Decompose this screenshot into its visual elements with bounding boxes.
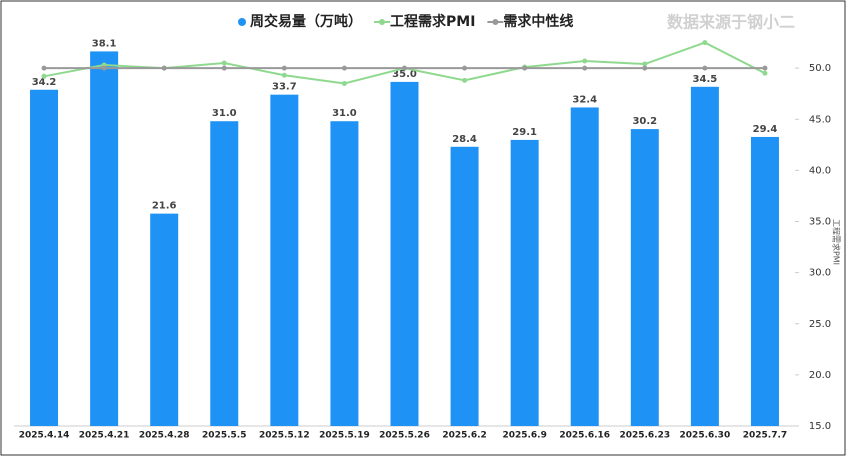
line-point [41, 73, 47, 79]
line-point [341, 65, 347, 71]
data-label: 33.7 [272, 82, 297, 93]
line-point [522, 65, 528, 71]
x-tick-label: 2025.6.23 [619, 431, 670, 441]
line-point [341, 80, 347, 86]
line-point [462, 77, 468, 83]
y2-tick-label: 40.0 [809, 165, 831, 176]
bar [450, 146, 479, 426]
legend-label: 工程需求PMI [390, 13, 475, 30]
y2-tick-label: 50.0 [809, 63, 831, 74]
y2-tick-label: 30.0 [809, 268, 831, 279]
line-point [101, 65, 107, 71]
data-label: 31.0 [212, 108, 237, 119]
x-tick-label: 2025.7.7 [743, 431, 787, 441]
y2-tick-label: 25.0 [809, 319, 831, 330]
legend-swatch [238, 18, 246, 26]
bar [150, 213, 179, 426]
y2-tick-label: 35.0 [809, 217, 831, 228]
bar [750, 136, 779, 426]
data-label: 34.2 [32, 77, 57, 88]
data-label: 30.2 [632, 116, 657, 127]
line-point [462, 65, 468, 71]
x-tick-label: 2025.6.2 [442, 431, 486, 441]
x-tick-label: 2025.6.30 [680, 431, 731, 441]
x-tick-label: 2025.5.12 [259, 431, 310, 441]
line-point [221, 65, 227, 71]
bar [690, 86, 719, 426]
bar [390, 81, 419, 427]
x-tick-label: 2025.5.26 [379, 431, 430, 441]
line-point [642, 61, 648, 67]
x-tick-label: 2025.6.9 [502, 431, 546, 441]
line-point [582, 58, 588, 64]
data-label: 28.4 [452, 134, 477, 145]
data-label: 21.6 [152, 201, 177, 212]
line-point [281, 65, 287, 71]
line-point [702, 65, 708, 71]
line-point [161, 65, 167, 71]
y2-tick-label: 20.0 [809, 370, 831, 381]
x-tick-label: 2025.5.19 [319, 431, 370, 441]
line-point [702, 40, 708, 46]
y2-tick-label: 45.0 [809, 114, 831, 125]
bar [630, 129, 659, 426]
line-point [762, 65, 768, 71]
data-label: 31.0 [332, 108, 357, 119]
line-point [281, 72, 287, 78]
data-label: 38.1 [92, 38, 117, 49]
data-label: 29.1 [512, 127, 537, 138]
line-point [762, 70, 768, 76]
data-label: 32.4 [572, 94, 597, 105]
line-point [402, 65, 407, 71]
x-tick-label: 2025.4.14 [19, 431, 70, 441]
data-label: 35.0 [392, 69, 417, 80]
bar [90, 51, 119, 426]
bar [30, 89, 59, 426]
line-point [41, 65, 47, 71]
x-tick-label: 2025.5.5 [202, 431, 246, 441]
bar [570, 107, 599, 427]
legend-swatch [379, 19, 385, 25]
line-point [582, 65, 588, 71]
legend-label: 周交易量（万吨） [250, 13, 362, 30]
legend-swatch [492, 19, 499, 25]
bar [510, 139, 539, 426]
x-tick-label: 2025.6.16 [559, 431, 610, 441]
bar [210, 121, 239, 427]
x-tick-label: 2025.4.21 [79, 431, 130, 441]
line-point [642, 65, 648, 71]
x-tick-label: 2025.4.28 [139, 431, 190, 441]
legend-label: 需求中性线 [503, 13, 573, 30]
watermark: 数据来源于钢小二 [667, 13, 795, 32]
y2-axis-label: 工程需求PMI [832, 219, 842, 265]
data-label: 29.4 [753, 124, 778, 135]
data-label: 34.5 [693, 74, 718, 85]
y2-tick-label: 15.0 [809, 421, 831, 432]
bar [330, 121, 359, 427]
bar [270, 94, 299, 427]
line-point [221, 60, 227, 66]
